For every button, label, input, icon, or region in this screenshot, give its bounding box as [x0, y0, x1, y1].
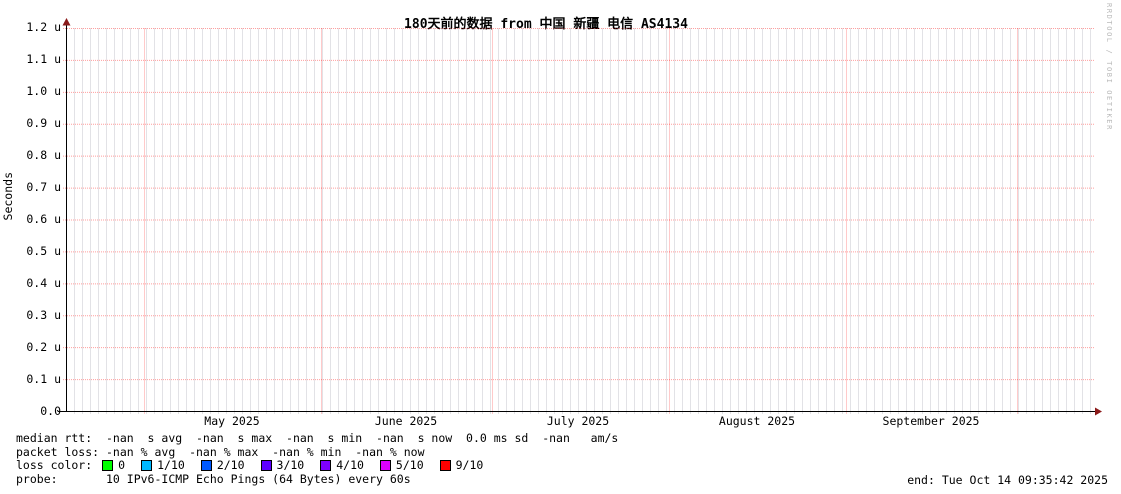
legend-packet-loss: packet loss: -nan % avg -nan % max -nan …: [16, 445, 425, 459]
x-tick-label: May 2025: [204, 414, 260, 428]
loss-color-swatch: [200, 460, 212, 471]
loss-color-swatch: [320, 460, 332, 471]
y-tick-label: 0.5 u: [26, 243, 61, 258]
loss-color-item: 3/10: [260, 458, 305, 472]
legend-median-rtt: median rtt: -nan s avg -nan s max -nan s…: [16, 431, 619, 445]
loss-color-label: loss color:: [16, 458, 93, 472]
loss-color-swatch: [379, 460, 391, 471]
loss-color-item: 5/10: [379, 458, 424, 472]
loss-color-item: 4/10: [320, 459, 364, 472]
loss-color-value: 1/10: [157, 458, 185, 472]
loss-color-swatch: [141, 460, 153, 471]
y-tick-label: 0.9 u: [26, 116, 61, 131]
graph-title: 180天前的数据 from 中国 新疆 电信 AS4134: [404, 17, 688, 32]
loss-color-swatch: [102, 460, 114, 471]
y-tick-label: 0.0: [40, 403, 61, 418]
loss-color-value: 9/10: [455, 458, 484, 472]
x-tick-label: July 2025: [546, 414, 610, 428]
loss-color-item: 9/10: [439, 458, 484, 472]
loss-color-value: 5/10: [395, 458, 424, 472]
loss-color-swatch: [439, 460, 451, 471]
y-tick-label: 0.7 u: [26, 180, 61, 195]
y-tick-label: 0.6 u: [26, 211, 61, 226]
loss-color-item: 1/10: [141, 459, 185, 472]
loss-color-value: 3/10: [276, 458, 305, 472]
end-timestamp: end: Tue Oct 14 09:35:42 2025: [907, 473, 1108, 487]
loss-color-value: 4/10: [336, 458, 364, 472]
x-tick-label: August 2025: [718, 414, 796, 428]
y-tick-label: 0.3 u: [26, 307, 61, 322]
loss-color-item: 0: [102, 459, 125, 472]
x-tick-label: September 2025: [882, 414, 980, 428]
x-tick-label: June 2025: [374, 414, 438, 428]
loss-color-item: 2/10: [200, 458, 245, 472]
loss-color-value: 2/10: [216, 458, 245, 472]
y-tick-label: 0.2 u: [26, 339, 61, 354]
y-tick-label: 1.2 u: [26, 20, 61, 35]
rrdtool-watermark: RRDTOOL / TOBI OETIKER: [1105, 3, 1113, 131]
y-tick-label: 0.4 u: [26, 275, 61, 290]
legend-loss-color-row: loss color: 0 1/10 2/10 3/10 4/10 5/10 9/10: [16, 459, 499, 472]
y-tick-label: 0.8 u: [26, 148, 61, 163]
y-tick-label: 0.1 u: [26, 371, 61, 386]
loss-color-swatch: [260, 460, 272, 471]
y-tick-label: 1.0 u: [26, 84, 61, 99]
loss-color-value: 0: [118, 458, 126, 472]
y-tick-label: 1.1 u: [26, 52, 61, 67]
legend-probe: probe: 10 IPv6-ICMP Echo Pings (64 Bytes…: [16, 472, 411, 486]
loss-color-items: 0 1/10 2/10 3/10 4/10 5/10 9/10: [102, 459, 499, 472]
plot-area: [58, 18, 1102, 416]
